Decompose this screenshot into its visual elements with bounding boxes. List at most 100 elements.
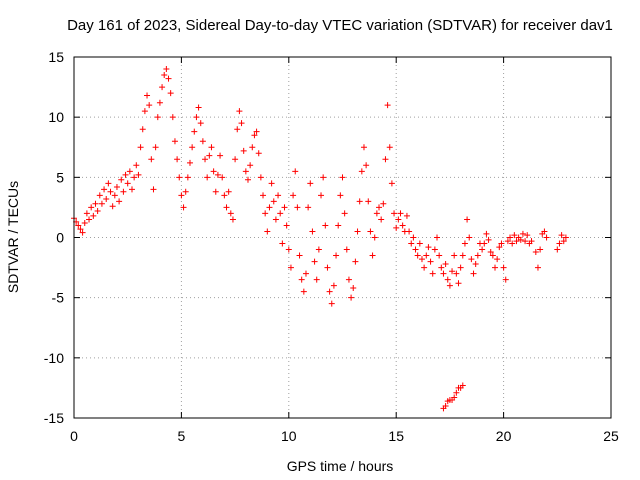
data-point [206, 152, 213, 159]
data-point [522, 238, 529, 245]
y-tick-label: 5 [56, 169, 64, 185]
data-point [414, 252, 421, 259]
data-point [79, 229, 86, 236]
data-point [137, 144, 144, 151]
data-point [416, 240, 423, 247]
data-point [498, 240, 505, 247]
data-point [459, 382, 466, 389]
data-point [459, 252, 466, 259]
data-point [283, 222, 290, 229]
data-point [534, 264, 541, 271]
data-point [227, 210, 234, 217]
data-point [494, 256, 501, 263]
data-point [562, 234, 569, 241]
data-point [354, 228, 361, 235]
data-point [418, 256, 425, 263]
data-point [358, 168, 365, 175]
data-point [287, 264, 294, 271]
grid [74, 57, 611, 418]
data-point [236, 108, 243, 115]
data-point [485, 236, 492, 243]
data-point [279, 240, 286, 247]
data-point [457, 264, 464, 271]
data-point [88, 204, 95, 211]
data-point [388, 180, 395, 187]
data-point [442, 260, 449, 267]
data-point [167, 90, 174, 97]
data-point [382, 156, 389, 163]
data-point [436, 252, 443, 259]
data-point [496, 244, 503, 251]
data-point [442, 402, 449, 409]
data-point [393, 224, 400, 231]
data-point [489, 252, 496, 259]
data-point [202, 156, 209, 163]
data-point [313, 276, 320, 283]
data-point [260, 192, 267, 199]
data-point [324, 264, 331, 271]
chart-title: Day 161 of 2023, Sidereal Day-to-day VTE… [67, 17, 613, 34]
data-point [182, 188, 189, 195]
data-point [217, 152, 224, 159]
data-point [305, 204, 312, 211]
data-point [468, 256, 475, 263]
data-point [300, 288, 307, 295]
data-point [204, 174, 211, 181]
data-point [208, 144, 215, 151]
data-point [161, 72, 168, 79]
data-point [373, 210, 380, 217]
data-point [558, 232, 565, 239]
data-point [109, 203, 116, 210]
data-point [268, 180, 275, 187]
data-point [171, 138, 178, 145]
data-point [124, 180, 131, 187]
data-point [107, 188, 114, 195]
data-point [315, 246, 322, 253]
data-point [94, 208, 101, 215]
data-point [425, 244, 432, 251]
data-point [90, 212, 97, 219]
data-point [330, 282, 337, 289]
data-point [376, 204, 383, 211]
data-point [524, 232, 531, 239]
data-point [513, 238, 520, 245]
x-tick-label: 0 [70, 428, 78, 444]
data-point [294, 204, 301, 211]
y-tick-label: -10 [44, 350, 64, 366]
data-point [455, 280, 462, 287]
axis-ticks: -15 -10 -5 0 5 10 15 0 5 10 15 20 25 [44, 49, 619, 444]
data-point [343, 246, 350, 253]
data-point [212, 188, 219, 195]
data-point [148, 156, 155, 163]
data-point [290, 192, 297, 199]
data-point [116, 198, 123, 205]
data-point [156, 99, 163, 106]
data-point [214, 171, 221, 178]
data-point [229, 216, 236, 223]
data-point [253, 128, 260, 135]
data-point [350, 285, 357, 292]
data-point [470, 270, 477, 277]
data-point [264, 228, 271, 235]
data-point [335, 222, 342, 229]
data-point [328, 300, 335, 307]
data-point [427, 258, 434, 265]
data-point [281, 204, 288, 211]
data-point [242, 168, 249, 175]
data-point [492, 264, 499, 271]
data-point [556, 240, 563, 247]
data-point [560, 238, 567, 245]
data-point [296, 252, 303, 259]
data-point [75, 222, 82, 229]
data-point [169, 114, 176, 121]
data-point [298, 276, 305, 283]
data-point [507, 234, 514, 241]
data-point [421, 264, 428, 271]
data-point [517, 236, 524, 243]
data-point [135, 171, 142, 178]
data-point [193, 114, 200, 121]
data-point [453, 389, 460, 396]
data-point [249, 144, 256, 151]
data-point [307, 180, 314, 187]
data-point [504, 238, 511, 245]
